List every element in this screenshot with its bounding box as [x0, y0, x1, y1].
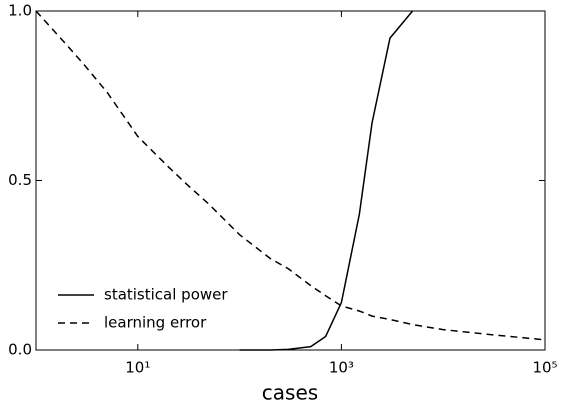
line-series [239, 10, 414, 351]
x-tick-label: 10³ [329, 359, 354, 377]
y-tick-label: 0.0 [8, 341, 32, 359]
legend-label: learning error [104, 314, 207, 332]
legend-label: statistical power [104, 286, 228, 304]
line-series [35, 10, 546, 341]
x-axis-label: cases [262, 381, 318, 405]
x-tick-label: 10¹ [125, 359, 150, 377]
x-tick-label: 10⁵ [532, 359, 557, 377]
y-tick-label: 1.0 [8, 2, 32, 20]
y-tick-label: 0.5 [8, 171, 32, 189]
